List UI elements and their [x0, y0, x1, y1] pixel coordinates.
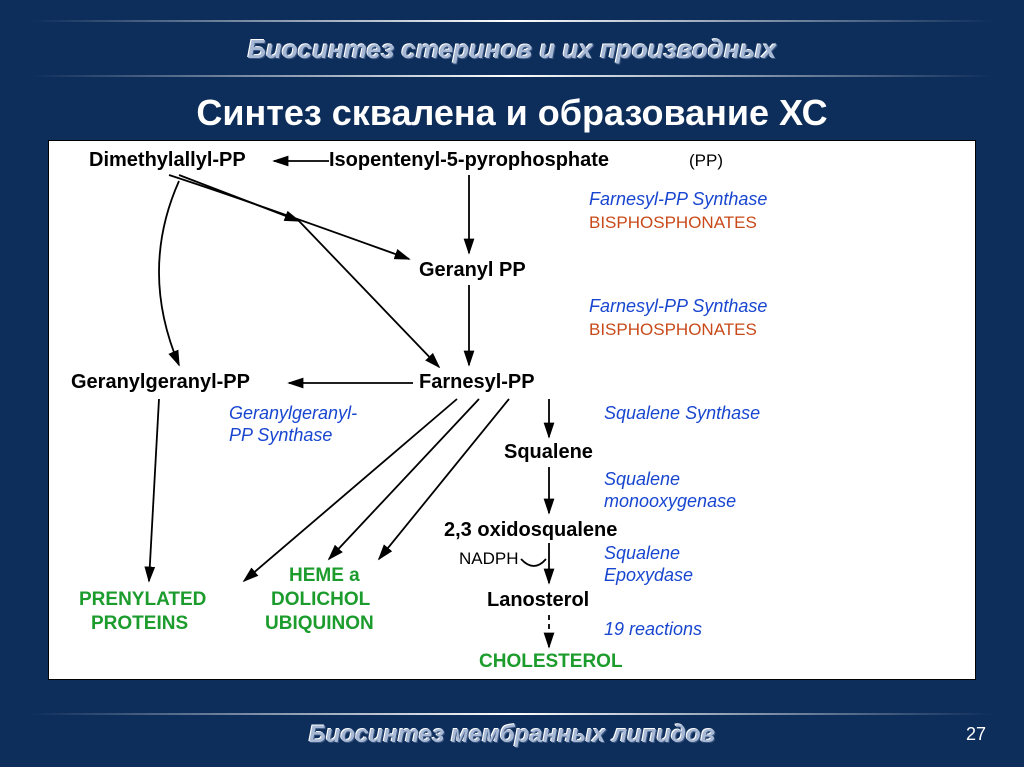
node-geranyl: Geranyl PP — [419, 259, 526, 282]
node-sqsynth: Squalene Synthase — [604, 403, 760, 424]
arrow-6 — [159, 181, 179, 365]
node-heme1: HEME a — [289, 565, 360, 587]
node-dimethyl: Dimethylallyl-PP — [89, 149, 246, 172]
node-squalene: Squalene — [504, 441, 593, 464]
node-prenyl2: PROTEINS — [91, 613, 188, 635]
node-sqepox1: Squalene — [604, 543, 680, 564]
node-ggsynth: Geranylgeranyl- — [229, 403, 357, 424]
node-rxn19: 19 reactions — [604, 619, 702, 640]
node-oxidosq: 2,3 oxidosqualene — [444, 519, 617, 542]
node-sqepox2: Epoxydase — [604, 565, 693, 586]
node-heme3: UBIQUINON — [265, 613, 374, 635]
node-sqmono1: Squalene — [604, 469, 680, 490]
page-number: 27 — [966, 724, 986, 745]
arrow-8 — [149, 399, 159, 581]
node-ggpp: Geranylgeranyl-PP — [71, 371, 250, 394]
node-heme2: DOLICHOL — [271, 589, 370, 611]
node-pp: (PP) — [689, 151, 723, 171]
header-title: Биосинтез стеринов и их производных — [0, 34, 1024, 65]
node-bis2: BISPHOSPHONATES — [589, 320, 757, 340]
footer-title: Биосинтез мембранных липидов — [0, 721, 1024, 749]
node-enz2: Farnesyl-PP Synthase — [589, 296, 767, 317]
node-bis1: BISPHOSPHONATES — [589, 213, 757, 233]
node-ggsynth2: PP Synthase — [229, 425, 332, 446]
node-cholesterol: CHOLESTEROL — [479, 651, 623, 673]
node-sqmono2: monooxygenase — [604, 491, 736, 512]
node-farnesyl: Farnesyl-PP — [419, 371, 535, 394]
slide-subtitle: Синтез сквалена и образование ХС — [0, 92, 1024, 134]
arrow-5 — [299, 221, 439, 367]
arrow-3 — [169, 175, 409, 259]
arrow-16 — [521, 559, 546, 566]
arrow-4 — [179, 175, 299, 221]
node-enz1: Farnesyl-PP Synthase — [589, 189, 767, 210]
pathway-diagram: Dimethylallyl-PP Isopentenyl-5-pyrophosph… — [48, 140, 976, 680]
node-lanosterol: Lanosterol — [487, 589, 589, 612]
header-underline — [30, 75, 994, 77]
node-prenyl1: PRENYLATED — [79, 589, 206, 611]
node-nadph: NADPH — [459, 549, 519, 569]
top-rule — [30, 20, 994, 22]
footer-rule — [30, 713, 994, 715]
node-ipp: Isopentenyl-5-pyrophosphate — [329, 149, 609, 172]
